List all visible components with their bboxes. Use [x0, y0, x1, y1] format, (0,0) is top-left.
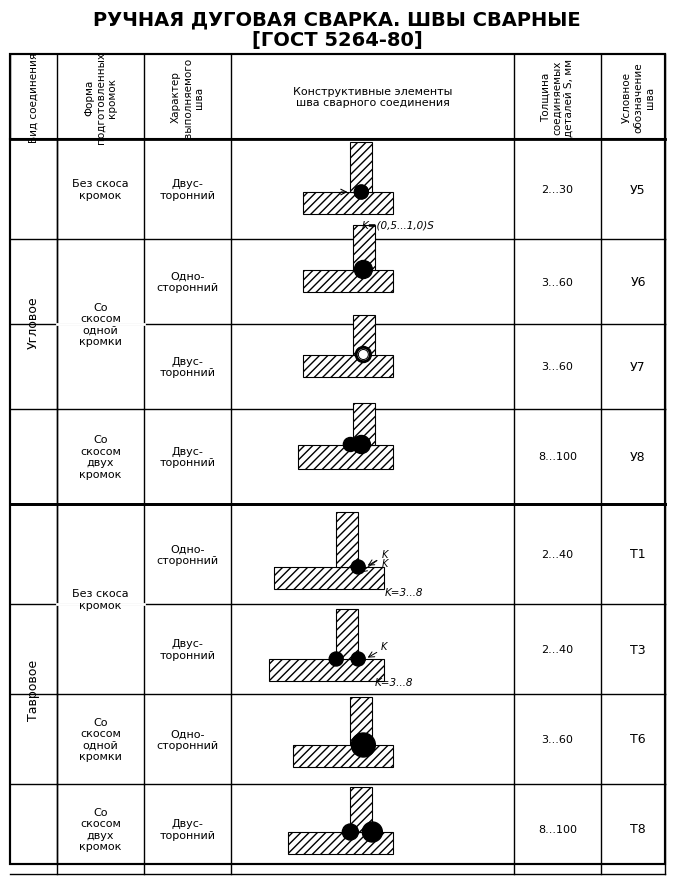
Text: У6: У6 [630, 275, 646, 289]
Bar [353, 403, 375, 445]
Circle shape [355, 347, 371, 363]
Bar [274, 568, 384, 589]
Text: 3...60: 3...60 [541, 362, 574, 372]
Circle shape [352, 436, 371, 454]
Text: Со
скосом
двух
кромок: Со скосом двух кромок [80, 806, 122, 851]
Text: K: K [382, 559, 389, 569]
Circle shape [354, 186, 369, 199]
Bar [336, 512, 358, 568]
Text: Конструктивные элементы
шва сварного соединения: Конструктивные элементы шва сварного сое… [293, 87, 452, 108]
Text: 2...40: 2...40 [541, 550, 574, 560]
Bar [303, 270, 394, 292]
Bar [336, 512, 358, 568]
Text: Двус-
торонний: Двус- торонний [159, 179, 215, 200]
Bar [294, 746, 394, 767]
Circle shape [354, 261, 373, 279]
Bar [298, 445, 394, 469]
Text: 3...60: 3...60 [541, 277, 574, 287]
Text: Со
скосом
двух
кромок: Со скосом двух кромок [80, 434, 122, 479]
Bar [353, 316, 375, 355]
Text: Без скоса
кромок: Без скоса кромок [72, 588, 129, 610]
Text: Характер
выполняемого
шва: Характер выполняемого шва [171, 57, 204, 138]
Bar [350, 697, 373, 746]
Text: Двус-
торонний: Двус- торонний [159, 357, 215, 378]
Circle shape [342, 824, 358, 840]
Text: Со
скосом
одной
кромки: Со скосом одной кромки [79, 302, 122, 347]
Bar [350, 697, 373, 746]
Text: У7: У7 [630, 360, 646, 374]
Text: K=3...8: K=3...8 [375, 678, 414, 687]
Text: Толщина
соединяемых
деталей S, мм: Толщина соединяемых деталей S, мм [541, 58, 574, 137]
Text: 8...100: 8...100 [538, 452, 577, 462]
Bar [353, 225, 375, 270]
Bar [303, 355, 394, 377]
Text: Вид соединения: Вид соединения [28, 53, 38, 142]
Text: Условное
обозначение
шва: Условное обозначение шва [622, 62, 655, 132]
Bar [298, 445, 394, 469]
Text: Двус-
торонний: Двус- торонний [159, 446, 215, 468]
Text: Со
скосом
одной
кромки: Со скосом одной кромки [79, 717, 122, 762]
Text: У5: У5 [630, 183, 646, 197]
Text: Т1: Т1 [630, 548, 646, 561]
Bar [350, 143, 373, 193]
Bar [303, 193, 394, 215]
Text: Т3: Т3 [630, 643, 646, 656]
Text: Одно-
сторонний: Одно- сторонний [157, 729, 219, 750]
Text: Двус-
торонний: Двус- торонний [159, 638, 215, 660]
Text: 3...60: 3...60 [541, 734, 574, 744]
Text: Двус-
торонний: Двус- торонний [159, 818, 215, 839]
Bar [353, 403, 375, 445]
Bar [336, 610, 358, 659]
Circle shape [351, 561, 365, 574]
Text: K=(0,5...1,0)S: K=(0,5...1,0)S [362, 220, 435, 230]
Text: Т6: Т6 [630, 733, 646, 746]
Text: Т8: Т8 [630, 822, 646, 836]
Bar [350, 143, 373, 193]
Bar [274, 568, 384, 589]
Text: [ГОСТ 5264-80]: [ГОСТ 5264-80] [252, 30, 423, 49]
Bar [336, 610, 358, 659]
Circle shape [329, 653, 343, 666]
Bar [353, 225, 375, 270]
Text: Угловое: Угловое [27, 296, 40, 349]
Circle shape [351, 653, 365, 666]
Bar [353, 316, 375, 355]
Text: Без скоса
кромок: Без скоса кромок [72, 179, 129, 200]
Circle shape [362, 822, 382, 842]
Text: РУЧНАЯ ДУГОВАЯ СВАРКА. ШВЫ СВАРНЫЕ: РУЧНАЯ ДУГОВАЯ СВАРКА. ШВЫ СВАРНЫЕ [93, 11, 580, 30]
Bar [294, 746, 394, 767]
Bar [303, 193, 394, 215]
Text: 2...30: 2...30 [541, 185, 574, 195]
Bar [288, 832, 394, 854]
Bar [350, 787, 373, 832]
Text: Одно-
сторонний: Одно- сторонний [157, 544, 219, 565]
Bar [269, 659, 384, 681]
Bar [269, 659, 384, 681]
Bar [303, 355, 394, 377]
Text: K: K [382, 550, 389, 560]
Circle shape [358, 350, 369, 360]
Bar [288, 832, 394, 854]
Bar [303, 270, 394, 292]
Text: Тавровое: Тавровое [27, 659, 40, 720]
Text: K: K [381, 641, 387, 651]
Text: 2...40: 2...40 [541, 645, 574, 654]
Bar [350, 787, 373, 832]
Text: У8: У8 [630, 451, 646, 463]
Text: 8...100: 8...100 [538, 824, 577, 834]
Text: K=3...8: K=3...8 [385, 587, 423, 597]
Circle shape [344, 438, 357, 452]
Text: Форма
подготовленных
кромок: Форма подготовленных кромок [84, 52, 117, 143]
Text: Одно-
сторонний: Одно- сторонний [157, 272, 219, 293]
Circle shape [352, 733, 375, 757]
